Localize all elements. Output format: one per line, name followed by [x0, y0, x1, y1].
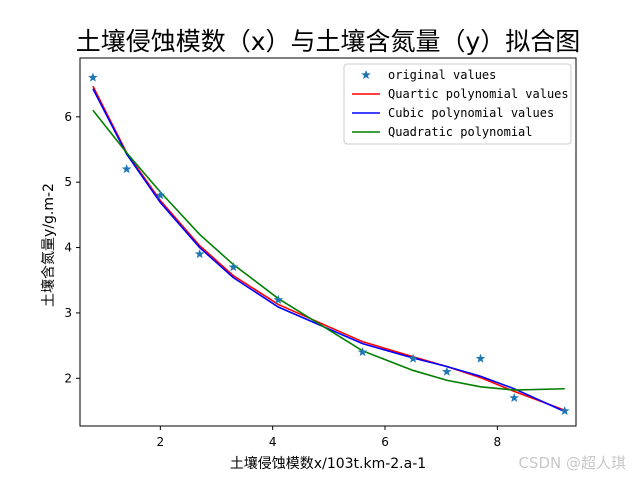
data-point-star [442, 366, 452, 376]
chart-title: 土壤侵蚀模数（x）与土壤含氮量（y）拟合图 [76, 27, 581, 56]
x-tick-label: 2 [157, 435, 165, 449]
data-point-star [228, 262, 239, 272]
x-tick-label: 6 [381, 435, 389, 449]
data-point-star [475, 353, 486, 363]
legend-label: Quadratic polynomial [388, 125, 533, 139]
plot-area [79, 57, 577, 427]
data-point-star [194, 249, 205, 259]
y-axis-label: 土壤含氮量y/g.m-2 [40, 183, 57, 307]
legend-label: Quartic polynomial values [388, 87, 569, 101]
data-point-star [88, 72, 98, 82]
legend-box [343, 63, 572, 145]
x-axis-label: 土壤侵蚀模数x/103t.km-2.a-1 [230, 455, 426, 472]
legend-label: Cubic polynomial values [388, 106, 554, 120]
x-tick-label: 4 [269, 435, 277, 449]
y-tick-label: 2 [64, 371, 72, 385]
series-layer [88, 72, 570, 416]
y-tick-label: 5 [64, 175, 72, 189]
data-point-star [509, 392, 519, 402]
y-ticks: 2 3 4 5 6 [64, 110, 80, 385]
watermark: CSDN @超人琪 [518, 454, 626, 472]
data-point-star [121, 164, 132, 174]
axes-frame [79, 57, 577, 427]
legend-marker [361, 70, 371, 80]
data-point-star [273, 294, 284, 304]
y-tick-label: 6 [64, 110, 72, 124]
data-point-star [560, 405, 570, 416]
legend-label: original values [388, 68, 496, 82]
series-line-quadratic-polynomial [92, 109, 565, 391]
data-point-star [408, 353, 418, 363]
x-ticks: 2 4 6 8 [157, 426, 502, 449]
series-line-quartic-polynomial-values [92, 85, 566, 412]
legend: original values Quartic polynomial values… [343, 63, 572, 145]
x-tick-label: 8 [494, 435, 502, 449]
data-point-star [357, 347, 368, 357]
y-tick-label: 4 [64, 241, 72, 255]
y-tick-label: 3 [64, 306, 72, 320]
data-point-star [155, 190, 166, 200]
